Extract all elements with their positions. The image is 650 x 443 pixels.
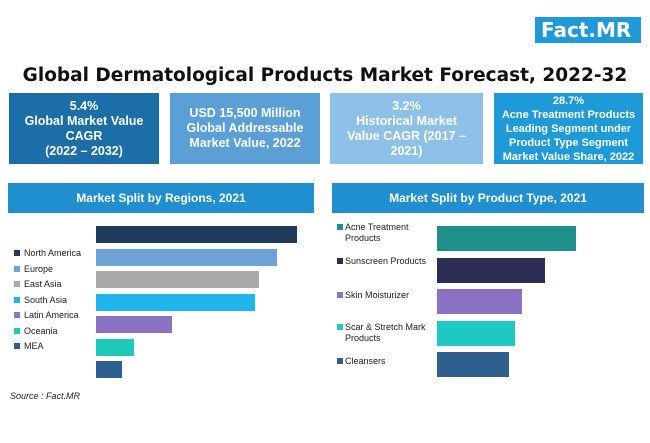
legend-label-line: Cleansers xyxy=(345,356,386,366)
kpi-cagr: 5.4% Global Market Value CAGR (2022 – 20… xyxy=(9,93,159,164)
legend-swatch-europe xyxy=(14,265,20,272)
kpi-line: Leading Segment under xyxy=(505,122,632,135)
bar-acne-treatment-products xyxy=(437,226,576,251)
legend-swatch-sunscreen-products xyxy=(337,258,343,264)
kpi-line: Market Value, 2022 xyxy=(189,136,301,150)
legend-swatch-east-asia xyxy=(14,281,20,287)
bar-latin-america xyxy=(96,316,173,333)
legend-label-line: Skin Moisturizer xyxy=(345,290,410,300)
kpi-market-value: USD 15,500 Million Global Addressable Ma… xyxy=(170,93,320,164)
bar-europe xyxy=(96,248,277,266)
bar-south-asia xyxy=(96,293,255,311)
logo-dot: . xyxy=(588,18,597,42)
legend-label-oceania: Oceania xyxy=(24,325,58,336)
kpi-line: Global Market Value xyxy=(24,113,144,128)
kpi-line: Value CAGR (2017 – xyxy=(347,128,466,143)
legend-label-mea: MEA xyxy=(24,341,44,351)
legend-label-cleansers: Cleansers xyxy=(345,356,386,367)
fact-mr-logo: Fact.MR xyxy=(535,17,641,43)
legend-swatch-north-america xyxy=(14,250,20,256)
bar-north-america xyxy=(96,226,297,243)
bar-scar-stretch-mark-products xyxy=(437,320,515,346)
bar-mea xyxy=(96,361,123,378)
legend-label-line: Products xyxy=(345,233,381,243)
kpi-line: CAGR xyxy=(65,128,103,143)
kpi-line: Product Type Segment xyxy=(509,136,628,149)
legend-label-europe: Europe xyxy=(24,263,54,274)
kpi-line: 5.4% xyxy=(69,98,99,113)
legend-swatch-south-asia xyxy=(14,296,20,303)
bar-cleansers xyxy=(437,352,510,377)
legend-swatch-acne-treatment-products xyxy=(337,224,343,230)
kpi-line: 3.2% xyxy=(392,98,421,113)
legend-label-acne-treatment-products: Acne Treatment Products xyxy=(345,222,409,244)
legend-swatch-cleansers xyxy=(337,358,343,364)
legend-label-sunscreen-products: Sunscreen Products xyxy=(345,256,426,267)
legend-swatch-skin-moisturizer xyxy=(337,292,343,298)
legend-label-north-america: North America xyxy=(24,248,82,258)
kpi-line: Acne Treatment Products xyxy=(501,108,636,121)
legend-swatch-oceania xyxy=(14,327,20,334)
legend-label-line: Products xyxy=(345,333,381,343)
bar-oceania xyxy=(96,338,135,356)
kpi-line: Historical Market xyxy=(356,113,457,128)
legend-label-line: Acne Treatment xyxy=(345,222,409,232)
logo-suffix: MR xyxy=(596,18,632,42)
bar-east-asia xyxy=(96,271,259,288)
legend-label-scar-stretch-mark-products: Scar & Stretch Mark Products xyxy=(345,322,426,344)
bar-sunscreen-products xyxy=(437,257,546,283)
legend-swatch-latin-america xyxy=(14,312,20,318)
kpi-line: Global Addressable xyxy=(186,121,304,135)
legend-label-south-asia: South Asia xyxy=(24,294,68,305)
legend-label-east-asia: East Asia xyxy=(24,279,62,289)
legend-label-line: Scar & Stretch Mark xyxy=(345,322,426,332)
page-title: Global Dermatological Products Market Fo… xyxy=(22,65,628,86)
kpi-leading-segment: 28.7% Acne Treatment Products Leading Se… xyxy=(494,93,643,164)
logo-main: Fact xyxy=(541,18,589,42)
legend-label-skin-moisturizer: Skin Moisturizer xyxy=(345,290,409,301)
legend-label-latin-america: Latin America xyxy=(24,310,79,320)
source-note: Source : Fact.MR xyxy=(10,391,81,401)
legend-swatch-mea xyxy=(14,343,20,349)
regions-chart-title: Market Split by Regions, 2021 xyxy=(8,183,314,213)
kpi-line: USD 15,500 Million xyxy=(189,106,301,120)
product-chart-title: Market Split by Product Type, 2021 xyxy=(332,183,644,213)
kpi-line: 28.7% xyxy=(552,94,585,107)
kpi-historical-cagr: 3.2% Historical Market Value CAGR (2017 … xyxy=(330,93,483,164)
kpi-line: (2022 – 2032) xyxy=(45,143,123,158)
legend-label-line: Sunscreen Products xyxy=(345,256,427,266)
legend-swatch-scar-stretch-mark-products xyxy=(337,324,343,330)
kpi-line: Market Value Share, 2022 xyxy=(502,150,635,163)
bar-skin-moisturizer xyxy=(437,289,522,314)
kpi-line: 2021) xyxy=(390,143,423,158)
